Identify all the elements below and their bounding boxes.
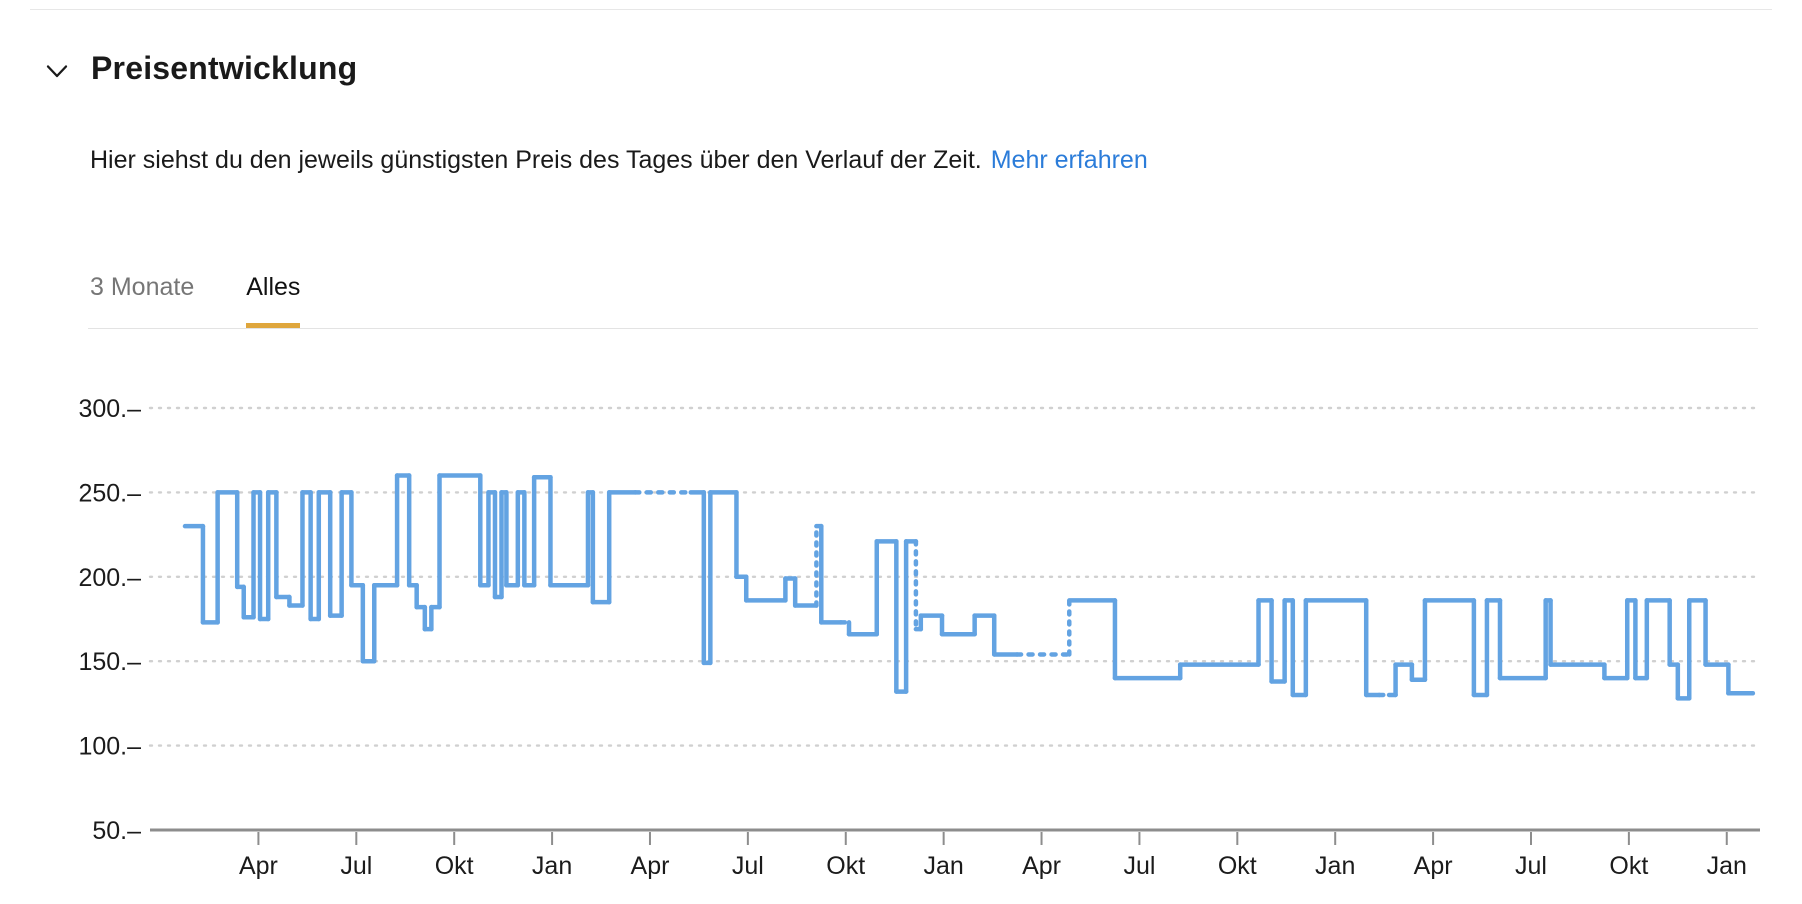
section-header: Preisentwicklung bbox=[43, 50, 357, 87]
tab-3-monate[interactable]: 3 Monate bbox=[90, 273, 195, 301]
mehr-erfahren-link[interactable]: Mehr erfahren bbox=[990, 146, 1148, 174]
description: Hier siehst du den jeweils günstigsten P… bbox=[90, 144, 1148, 176]
price-line bbox=[182, 473, 1756, 701]
y-tick-label: 200.– bbox=[78, 564, 141, 592]
x-tick-label: Okt bbox=[1218, 852, 1257, 880]
chevron-down-icon[interactable] bbox=[43, 57, 71, 85]
section-divider bbox=[30, 9, 1772, 10]
y-tick-label: 50.– bbox=[92, 817, 141, 845]
x-tick-label: Apr bbox=[1022, 852, 1061, 880]
x-tick-label: Apr bbox=[239, 852, 278, 880]
tabs-divider bbox=[88, 328, 1758, 329]
y-axis-labels: 300.– 250.– 200.– 150.– 100.– 50.– bbox=[78, 395, 141, 845]
x-tick-label: Okt bbox=[1609, 852, 1648, 880]
section-title: Preisentwicklung bbox=[91, 50, 358, 86]
x-tick-label: Jan bbox=[1707, 852, 1747, 880]
x-tick-label: Jan bbox=[1315, 852, 1355, 880]
x-axis: Apr Jul Okt Jan Apr Jul Okt Jan Apr Jul Okt Jan Apr J… bbox=[150, 828, 1760, 880]
tab-alles[interactable]: Alles bbox=[246, 272, 301, 328]
y-tick-label: 300.– bbox=[78, 395, 141, 423]
x-tick-label: Jul bbox=[1515, 852, 1547, 880]
x-tick-label: Jan bbox=[532, 852, 572, 880]
x-tick-label: Jul bbox=[732, 852, 764, 880]
range-tabs: 3 Monate Alles bbox=[90, 272, 352, 328]
x-tick-label: Jul bbox=[1123, 852, 1155, 880]
x-tick-label: Okt bbox=[435, 852, 474, 880]
y-tick-label: 150.– bbox=[78, 648, 141, 676]
x-tick-label: Okt bbox=[826, 852, 865, 880]
x-tick-label: Jan bbox=[923, 852, 963, 880]
y-tick-label: 100.– bbox=[78, 733, 141, 761]
y-tick-label: 250.– bbox=[78, 479, 141, 507]
gridlines bbox=[148, 406, 1760, 747]
x-tick-label: Jul bbox=[340, 852, 372, 880]
x-tick-label: Apr bbox=[631, 852, 670, 880]
description-text: Hier siehst du den jeweils günstigsten P… bbox=[90, 146, 982, 174]
x-tick-label: Apr bbox=[1414, 852, 1453, 880]
